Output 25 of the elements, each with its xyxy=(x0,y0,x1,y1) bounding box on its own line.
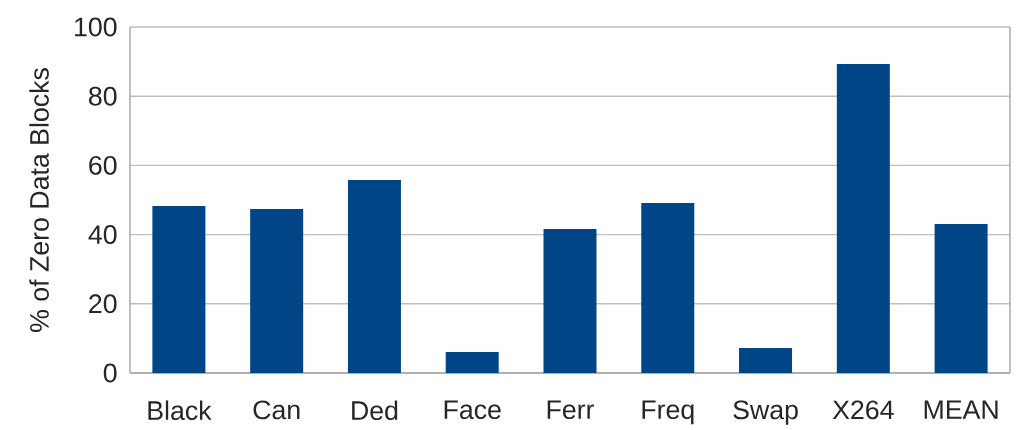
x-tick-label: Ded xyxy=(352,400,398,421)
bar xyxy=(836,64,890,373)
bar xyxy=(641,203,695,373)
y-tick-label: 60 xyxy=(89,155,117,175)
y-tick-label: 20 xyxy=(89,294,117,314)
y-axis-title: % of Zero Data Blocks xyxy=(29,68,49,332)
x-tick-label: Can xyxy=(253,400,300,420)
x-tick-label: Swap xyxy=(733,400,798,425)
y-tick-label: 80 xyxy=(89,86,117,106)
x-tick-label: X264 xyxy=(832,400,894,420)
y-tick-label: 100 xyxy=(75,17,117,37)
bar xyxy=(152,205,206,373)
x-tick-label: Freq xyxy=(642,400,694,425)
bar xyxy=(445,351,499,373)
x-tick-label: MEAN xyxy=(924,400,998,419)
x-tick-label: Ferr xyxy=(547,400,595,420)
bar xyxy=(543,229,597,373)
bar xyxy=(739,348,793,373)
bar xyxy=(347,179,401,373)
y-tick-label: 0 xyxy=(103,363,117,383)
x-tick-label: Black xyxy=(148,400,212,421)
bar xyxy=(250,208,304,373)
bar xyxy=(934,223,988,373)
x-tick-label: Face xyxy=(444,400,501,420)
y-tick-label: 40 xyxy=(88,225,117,245)
